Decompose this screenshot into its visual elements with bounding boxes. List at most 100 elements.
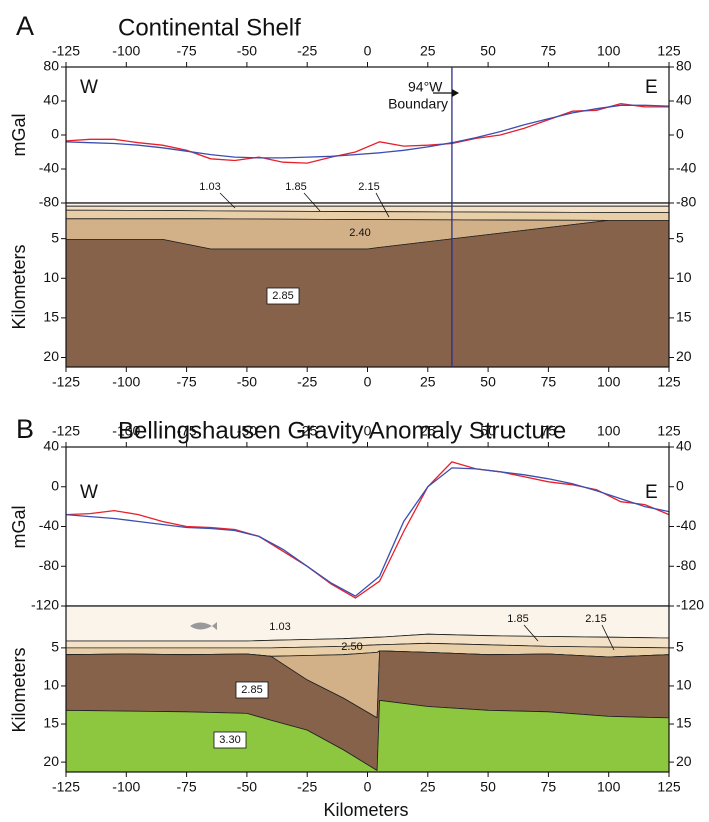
panel-title: Continental Shelf — [118, 14, 301, 41]
y-axis-label: Kilometers — [9, 244, 29, 329]
layer-label: 2.15 — [585, 613, 606, 625]
label-box — [235, 681, 269, 699]
y-tick-label-right: 40 — [676, 438, 692, 454]
x-tick-label: -125 — [52, 43, 80, 59]
panel-label: B — [16, 414, 34, 444]
y-tick-label: 0 — [51, 126, 59, 142]
y-tick-label: 10 — [43, 269, 59, 285]
plots: -125 -100 -75 -50 -25 0 25 50 75 100 125-80 -80-40-… — [31, 43, 704, 795]
x-tick-label: 0 — [364, 374, 372, 390]
y-tick-label: -40 — [39, 517, 59, 533]
x-tick-label: 25 — [420, 374, 436, 390]
y-tick-label: 0 — [51, 477, 59, 493]
x-tick-label: 0 — [364, 43, 372, 59]
data-line — [65, 467, 670, 597]
y-tick-label-right: -80 — [676, 194, 696, 210]
boundary-label: 94°W — [408, 79, 443, 95]
layer-label: 1.03 — [269, 621, 290, 633]
layer-label: 2.50 — [341, 641, 362, 653]
x-tick-label: 125 — [657, 779, 681, 795]
x-tick-label: 0 — [364, 779, 372, 795]
x-tick-label: 100 — [597, 423, 621, 439]
layer-label: 1.85 — [507, 613, 528, 625]
x-tick-label: -50 — [237, 423, 257, 439]
x-tick-label: 75 — [541, 374, 557, 390]
y-tick-label-right: 80 — [676, 58, 692, 74]
layer-label: 2.85 — [241, 684, 262, 696]
x-tick-label: 75 — [541, 779, 557, 795]
panel-label: A — [16, 11, 34, 41]
side-label: E — [645, 482, 658, 503]
x-tick-label: -100 — [112, 423, 140, 439]
y-tick-label-right: 20 — [676, 753, 692, 769]
data-line — [65, 104, 670, 159]
side-label: W — [80, 77, 98, 98]
layer-label: 2.85 — [272, 290, 293, 302]
layer-label: 3.30 — [219, 734, 240, 746]
x-tick-label: -50 — [237, 43, 257, 59]
y-tick-label: 15 — [43, 715, 59, 731]
y-tick-label: 40 — [43, 92, 59, 108]
y-tick-label: -80 — [39, 557, 59, 573]
layer-label: 1.85 — [285, 181, 306, 193]
y-tick-label: 20 — [43, 753, 59, 769]
leader-line — [303, 192, 321, 212]
x-tick-label: 100 — [597, 374, 621, 390]
layer-label: 2.40 — [349, 227, 370, 239]
x-axis-label: Kilometers — [323, 800, 408, 820]
x-tick-label: 125 — [657, 43, 681, 59]
x-tick-label: 100 — [597, 779, 621, 795]
data-line — [65, 461, 670, 599]
y-tick-label: -40 — [39, 160, 59, 176]
x-tick-label: 75 — [541, 423, 557, 439]
x-tick-label: -100 — [112, 43, 140, 59]
y-tick-label-right: 5 — [676, 229, 684, 245]
x-tick-label: 0 — [364, 423, 372, 439]
x-tick-label: -100 — [112, 374, 140, 390]
x-tick-label: -25 — [297, 374, 317, 390]
x-tick-label: -25 — [297, 423, 317, 439]
y-tick-label-right: 20 — [676, 348, 692, 364]
y-tick-label-right: -80 — [676, 557, 696, 573]
x-tick-label: -75 — [176, 779, 196, 795]
x-tick-label: -125 — [52, 423, 80, 439]
x-tick-label: -50 — [237, 374, 257, 390]
annotations: W E W E 94°W Boundary 1.03 1.85 2.15 2.4… — [80, 77, 658, 749]
layer-label: 1.03 — [199, 181, 220, 193]
x-tick-label: 50 — [480, 779, 496, 795]
y-tick-label: 80 — [43, 58, 59, 74]
x-tick-label: -75 — [176, 374, 196, 390]
y-tick-label: 5 — [51, 229, 59, 245]
leader-line — [523, 624, 539, 642]
y-tick-label-right: 0 — [676, 477, 684, 493]
x-tick-label: -25 — [297, 43, 317, 59]
y-tick-label-right: -40 — [676, 160, 696, 176]
x-tick-label: 125 — [657, 423, 681, 439]
label-box — [213, 731, 247, 749]
x-tick-label: 100 — [597, 43, 621, 59]
x-tick-label: 50 — [480, 43, 496, 59]
layer-label: 2.15 — [358, 181, 379, 193]
y-tick-label: 40 — [43, 438, 59, 454]
boundary-sublabel: Boundary — [388, 96, 448, 112]
data-line — [65, 102, 669, 164]
x-tick-label: 125 — [657, 374, 681, 390]
y-tick-label: 20 — [43, 348, 59, 364]
y-axis-label: Kilometers — [9, 647, 29, 732]
leader-line — [601, 624, 615, 651]
y-tick-label-right: 10 — [676, 677, 692, 693]
y-tick-label-right: 10 — [676, 269, 692, 285]
y-tick-label-right: 15 — [676, 309, 692, 325]
y-tick-label-right: -40 — [676, 517, 696, 533]
x-tick-label: 50 — [480, 423, 496, 439]
x-tick-label: -75 — [176, 43, 196, 59]
x-tick-label: 75 — [541, 43, 557, 59]
y-tick-label-right: 15 — [676, 715, 692, 731]
y-tick-label: 10 — [43, 677, 59, 693]
x-tick-label: -25 — [297, 779, 317, 795]
label-box — [266, 287, 300, 305]
y-tick-label: -80 — [39, 194, 59, 210]
panel-title: Bellingshausen Gravity Anomaly Structure — [118, 417, 566, 444]
side-label: E — [645, 77, 658, 98]
